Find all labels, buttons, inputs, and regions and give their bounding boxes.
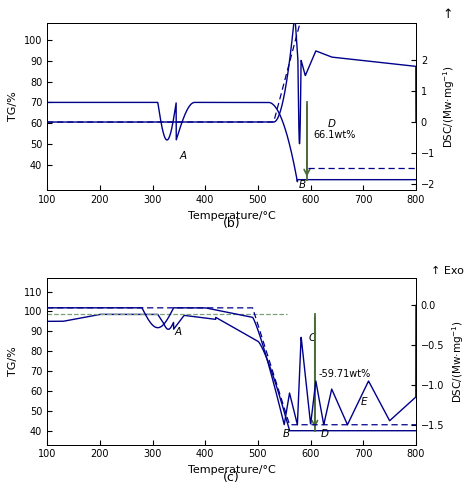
Text: A: A	[180, 151, 187, 161]
Text: A: A	[174, 327, 182, 337]
Text: B: B	[283, 429, 290, 439]
X-axis label: Temperature/°C: Temperature/°C	[188, 210, 275, 220]
Text: (c): (c)	[223, 471, 240, 485]
Y-axis label: DSC/(Mw·mg$^{-1}$): DSC/(Mw·mg$^{-1}$)	[450, 320, 465, 403]
Y-axis label: TG/%: TG/%	[9, 346, 18, 376]
Y-axis label: DSC/(Mw·mg$^{-1}$): DSC/(Mw·mg$^{-1}$)	[441, 65, 456, 148]
Text: ↑ Exo: ↑ Exo	[431, 266, 464, 276]
Text: C: C	[309, 333, 316, 343]
Text: -59.71wt%: -59.71wt%	[319, 369, 371, 379]
Text: D: D	[328, 120, 336, 129]
Text: E: E	[361, 397, 368, 407]
Text: 66.1wt%: 66.1wt%	[313, 130, 356, 140]
Text: D: D	[321, 429, 329, 439]
Text: ↑: ↑	[442, 8, 453, 21]
X-axis label: Temperature/°C: Temperature/°C	[188, 465, 275, 475]
Y-axis label: TG/%: TG/%	[9, 92, 18, 122]
Text: B: B	[299, 180, 306, 190]
Text: (b): (b)	[223, 217, 240, 230]
